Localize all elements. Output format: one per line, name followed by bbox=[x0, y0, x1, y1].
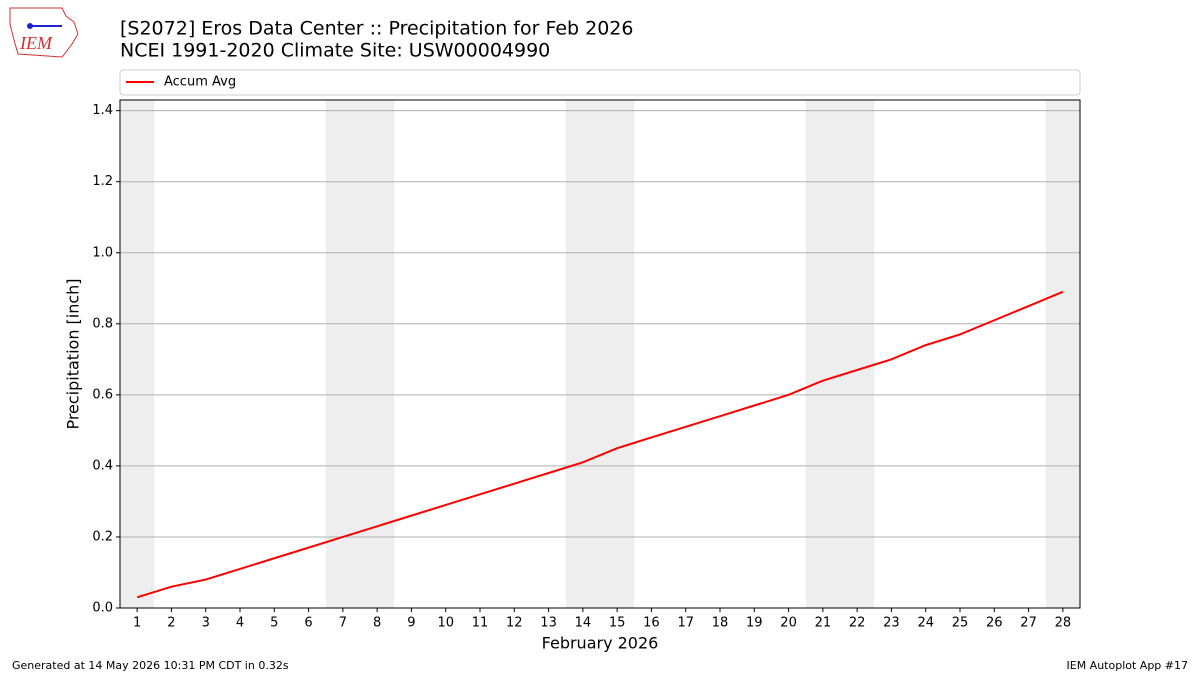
x-tick-label: 3 bbox=[202, 616, 210, 631]
y-tick-label: 0.8 bbox=[92, 316, 113, 331]
series-line bbox=[136, 290, 1064, 599]
logo-dot bbox=[27, 23, 33, 29]
x-tick-label: 6 bbox=[304, 616, 312, 631]
x-tick-label: 26 bbox=[986, 616, 1003, 631]
y-tick-label: 1.2 bbox=[92, 174, 113, 189]
x-tick-label: 21 bbox=[815, 616, 832, 631]
weekend-shade bbox=[120, 100, 155, 608]
x-tick-label: 7 bbox=[339, 616, 347, 631]
y-tick-label: 0.4 bbox=[92, 458, 113, 473]
x-tick-label: 16 bbox=[643, 616, 660, 631]
x-tick-label: 5 bbox=[270, 616, 278, 631]
x-tick-label: 14 bbox=[575, 616, 592, 631]
logo-outline bbox=[9, 7, 79, 58]
x-tick-label: 9 bbox=[407, 616, 415, 631]
logo-text: IEM bbox=[19, 33, 53, 53]
x-tick-label: 24 bbox=[917, 616, 934, 631]
footer-right: IEM Autoplot App #17 bbox=[1067, 659, 1189, 672]
chart-title: [S2072] Eros Data Center :: Precipitatio… bbox=[120, 18, 633, 40]
x-tick-label: 25 bbox=[952, 616, 969, 631]
x-tick-label: 1 bbox=[133, 616, 141, 631]
x-tick-label: 27 bbox=[1020, 616, 1037, 631]
legend-label: Accum Avg bbox=[164, 75, 236, 90]
legend-box bbox=[119, 69, 1081, 96]
chart-subtitle: NCEI 1991-2020 Climate Site: USW00004990 bbox=[120, 40, 550, 62]
x-tick-label: 15 bbox=[609, 616, 626, 631]
logo: IEM bbox=[9, 7, 79, 58]
y-tick-label: 0.6 bbox=[92, 387, 113, 402]
x-tick-label: 19 bbox=[746, 616, 763, 631]
x-tick-label: 10 bbox=[437, 616, 454, 631]
weekend-shade bbox=[565, 100, 635, 608]
y-tick-label: 0.0 bbox=[92, 601, 113, 616]
x-tick-label: 2 bbox=[167, 616, 175, 631]
x-tick-label: 23 bbox=[883, 616, 900, 631]
plot-frame bbox=[119, 99, 1081, 609]
y-tick-label: 0.2 bbox=[92, 529, 113, 544]
x-tick-label: 22 bbox=[849, 616, 866, 631]
footer-left: Generated at 14 May 2026 10:31 PM CDT in… bbox=[12, 659, 289, 672]
x-tick-label: 11 bbox=[472, 616, 489, 631]
weekend-shade bbox=[325, 100, 395, 608]
x-axis-label: February 2026 bbox=[542, 634, 659, 653]
weekend-shade bbox=[805, 100, 875, 608]
y-tick-label: 1.0 bbox=[92, 245, 113, 260]
y-axis-label: Precipitation [inch] bbox=[64, 278, 83, 429]
x-tick-label: 28 bbox=[1055, 616, 1072, 631]
x-tick-label: 12 bbox=[506, 616, 523, 631]
y-tick-label: 1.4 bbox=[92, 103, 113, 118]
x-tick-label: 8 bbox=[373, 616, 381, 631]
x-tick-label: 17 bbox=[677, 616, 694, 631]
x-tick-label: 4 bbox=[236, 616, 244, 631]
weekend-shade bbox=[1045, 100, 1080, 608]
x-tick-label: 13 bbox=[540, 616, 557, 631]
x-tick-label: 20 bbox=[780, 616, 797, 631]
x-tick-label: 18 bbox=[712, 616, 729, 631]
